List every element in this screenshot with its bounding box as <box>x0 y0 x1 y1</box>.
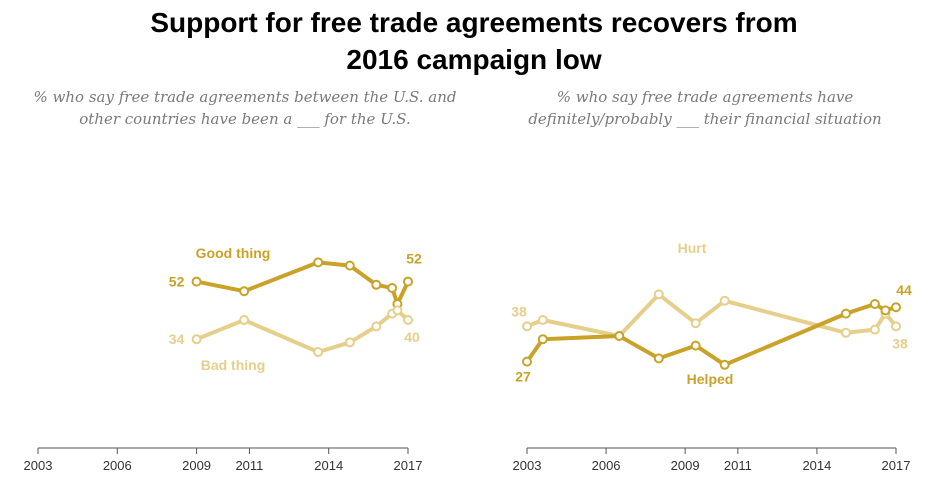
right-data-point <box>891 302 901 313</box>
left-x-tick-label: 2006 <box>103 458 132 473</box>
left-last-value-label: 40 <box>404 329 420 345</box>
left-data-point <box>239 286 250 297</box>
left-first-value-label: 34 <box>169 331 185 347</box>
right-data-point <box>719 359 730 370</box>
left-data-point <box>403 315 413 325</box>
right-series-line-hurt <box>525 292 898 338</box>
right-data-point <box>522 321 532 332</box>
right-x-tick-label: 2003 <box>513 458 542 473</box>
right-first-value-label: 38 <box>511 303 527 319</box>
right-data-point <box>653 353 664 364</box>
left-chart-subtitle: % who say free trade agreements between … <box>33 88 457 128</box>
right-series-line-helped <box>525 302 898 367</box>
left-data-point <box>313 347 324 357</box>
right-data-point <box>891 321 901 332</box>
left-data-point <box>344 260 355 271</box>
right-chart: 2003 2006 2009 2011 2014 2017 Hurt 38 38 Helped 27… <box>511 240 912 473</box>
left-data-point <box>387 283 398 293</box>
right-x-tick-label: 2017 <box>882 458 911 473</box>
left-data-point <box>371 279 382 290</box>
right-data-point <box>653 289 664 300</box>
left-data-point <box>403 276 413 287</box>
left-series-label: Bad thing <box>201 357 266 373</box>
right-data-point <box>537 334 548 345</box>
right-data-point <box>522 356 532 367</box>
right-data-point <box>840 308 851 319</box>
right-data-point <box>537 315 548 325</box>
left-data-point <box>344 337 355 348</box>
right-last-value-label: 44 <box>896 282 912 298</box>
left-chart: 2003 2006 2009 2011 2014 2017 Good thing 52 52 Ba… <box>24 245 423 473</box>
right-chart-subtitle: % who say free trade agreements have def… <box>528 88 882 128</box>
left-data-point <box>191 334 202 345</box>
left-x-tick-label: 2014 <box>314 458 343 473</box>
left-first-value-label: 52 <box>169 274 185 290</box>
right-data-point <box>719 295 730 306</box>
chart-title-line-2: 2016 campaign low <box>346 44 602 75</box>
right-data-point <box>690 318 701 329</box>
right-data-point <box>869 324 880 335</box>
left-data-point <box>392 305 403 316</box>
left-x-tick-label: 2017 <box>394 458 423 473</box>
left-x-tick-label: 2003 <box>24 458 53 473</box>
left-series-label: Good thing <box>196 245 271 261</box>
right-data-point <box>614 331 625 341</box>
right-data-point <box>880 305 891 316</box>
right-data-point <box>690 340 701 351</box>
left-data-point <box>191 276 202 287</box>
left-x-tick-label: 2009 <box>182 458 211 473</box>
right-x-tick-label: 2009 <box>671 458 700 473</box>
left-data-point <box>371 321 382 332</box>
right-x-tick-label: 2011 <box>724 458 752 473</box>
left-x-tick-label: 2011 <box>235 458 263 473</box>
right-first-value-label: 27 <box>515 369 531 385</box>
right-series-label: Hurt <box>678 240 707 256</box>
right-x-tick-label: 2006 <box>592 458 621 473</box>
right-last-value-label: 38 <box>892 335 908 351</box>
right-series-label: Helped <box>687 371 734 387</box>
right-data-point <box>840 327 851 338</box>
left-data-point <box>239 315 250 325</box>
chart-title: Support for free trade agreements recove… <box>0 4 948 78</box>
left-data-point <box>313 257 324 268</box>
right-x-tick-label: 2014 <box>802 458 831 473</box>
chart-title-line-1: Support for free trade agreements recove… <box>150 7 798 38</box>
right-data-point <box>869 299 880 309</box>
left-last-value-label: 52 <box>406 251 422 267</box>
